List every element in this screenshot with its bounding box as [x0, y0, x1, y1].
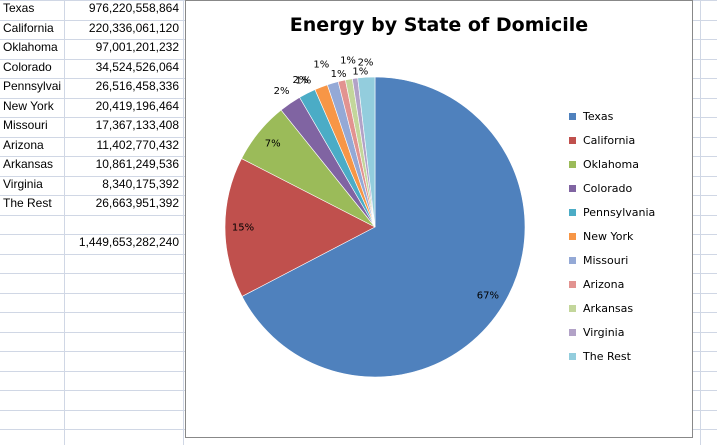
- legend-item[interactable]: Missouri: [569, 253, 687, 277]
- cell-energy-value[interactable]: 17,367,133,408: [95, 118, 179, 132]
- pie-data-label: 2%: [358, 57, 374, 68]
- pie-data-label: 1%: [313, 59, 329, 70]
- legend-swatch: [569, 161, 576, 168]
- legend-swatch: [569, 305, 576, 312]
- legend-label: Arkansas: [583, 302, 634, 315]
- legend-item[interactable]: Texas: [569, 109, 687, 133]
- cell-state-name[interactable]: California: [3, 21, 54, 35]
- legend-swatch: [569, 185, 576, 192]
- legend-label: Colorado: [583, 182, 633, 195]
- cell-energy-value[interactable]: 10,861,249,536: [95, 157, 179, 171]
- legend-item[interactable]: The Rest: [569, 349, 687, 373]
- pie-chart[interactable]: Energy by State of Domicile 67% 15% 7% 2% 2%…: [185, 0, 693, 438]
- cell-state-name[interactable]: Arkansas: [3, 157, 54, 171]
- legend-swatch: [569, 137, 576, 144]
- pie-slice-california[interactable]: [224, 158, 376, 297]
- legend-item[interactable]: Oklahoma: [569, 157, 687, 181]
- legend-label: Texas: [583, 110, 614, 123]
- legend-item[interactable]: Arkansas: [569, 301, 687, 325]
- legend-item[interactable]: California: [569, 133, 687, 157]
- legend-swatch: [569, 113, 576, 120]
- legend-label: Oklahoma: [583, 158, 639, 171]
- cell-state-name[interactable]: Oklahoma: [3, 40, 58, 54]
- legend-swatch: [569, 257, 576, 264]
- cell-energy-value[interactable]: 976,220,558,864: [88, 1, 179, 15]
- cell-state-name[interactable]: The Rest: [3, 196, 52, 210]
- pie-data-label: 2%: [292, 75, 308, 86]
- cell-state-name[interactable]: Colorado: [3, 60, 52, 74]
- cell-energy-value[interactable]: 20,419,196,464: [95, 99, 179, 113]
- legend-swatch: [569, 281, 576, 288]
- pie-data-label: 1%: [340, 55, 356, 66]
- pie-data-label: 2%: [274, 86, 290, 97]
- pie-data-label: 15%: [232, 223, 254, 234]
- legend-label: New York: [583, 230, 634, 243]
- cell-state-name[interactable]: Texas: [3, 1, 35, 15]
- legend-item[interactable]: Pennsylvania: [569, 205, 687, 229]
- cell-energy-value[interactable]: 26,663,951,392: [95, 196, 179, 210]
- cell-energy-value[interactable]: 8,340,175,392: [102, 177, 179, 191]
- legend-item[interactable]: Colorado: [569, 181, 687, 205]
- legend-swatch: [569, 233, 576, 240]
- cell-state-name[interactable]: Virginia: [3, 177, 43, 191]
- cell-energy-value[interactable]: 34,524,526,064: [95, 60, 179, 74]
- pie-slice-the-rest[interactable]: [357, 76, 376, 228]
- legend-label: Virginia: [583, 326, 625, 339]
- pie-slice-texas[interactable]: [241, 76, 526, 378]
- pie-data-label: 7%: [265, 139, 281, 150]
- pie-data-label: 1%: [331, 69, 347, 80]
- legend-item[interactable]: Arizona: [569, 277, 687, 301]
- cell-state-name[interactable]: Missouri: [3, 118, 48, 132]
- cell-state-name[interactable]: Arizona: [3, 138, 44, 152]
- legend-label: Arizona: [583, 278, 625, 291]
- cell-energy-value[interactable]: 26,516,458,336: [95, 79, 179, 93]
- cell-energy-value[interactable]: 220,336,061,120: [88, 21, 179, 35]
- legend-swatch: [569, 209, 576, 216]
- cell-state-name[interactable]: Pennsylvai: [3, 79, 62, 93]
- pie-plot-area: 67%15%7%2%2%1%1%1%1%1%2%: [224, 55, 526, 378]
- pie-data-label: 67%: [477, 290, 499, 301]
- pie-data-label: 1%: [352, 66, 368, 77]
- cell-energy-value[interactable]: 97,001,201,232: [95, 40, 179, 54]
- legend-label: The Rest: [583, 350, 631, 363]
- legend-label: California: [583, 134, 636, 147]
- legend-swatch: [569, 353, 576, 360]
- cell-energy-value[interactable]: 11,402,770,432: [96, 138, 179, 152]
- pie-data-label: 1%: [295, 75, 311, 86]
- chart-legend: Texas California Oklahoma Colorado Pennsylva…: [569, 109, 687, 373]
- cell-total-value[interactable]: 1,449,653,282,240: [78, 235, 179, 249]
- legend-item[interactable]: Virginia: [569, 325, 687, 349]
- legend-item[interactable]: New York: [569, 229, 687, 253]
- cell-state-name[interactable]: New York: [3, 99, 54, 113]
- chart-title: Energy by State of Domicile: [289, 14, 589, 36]
- legend-label: Missouri: [583, 254, 629, 267]
- legend-label: Pennsylvania: [583, 206, 656, 219]
- legend-swatch: [569, 329, 576, 336]
